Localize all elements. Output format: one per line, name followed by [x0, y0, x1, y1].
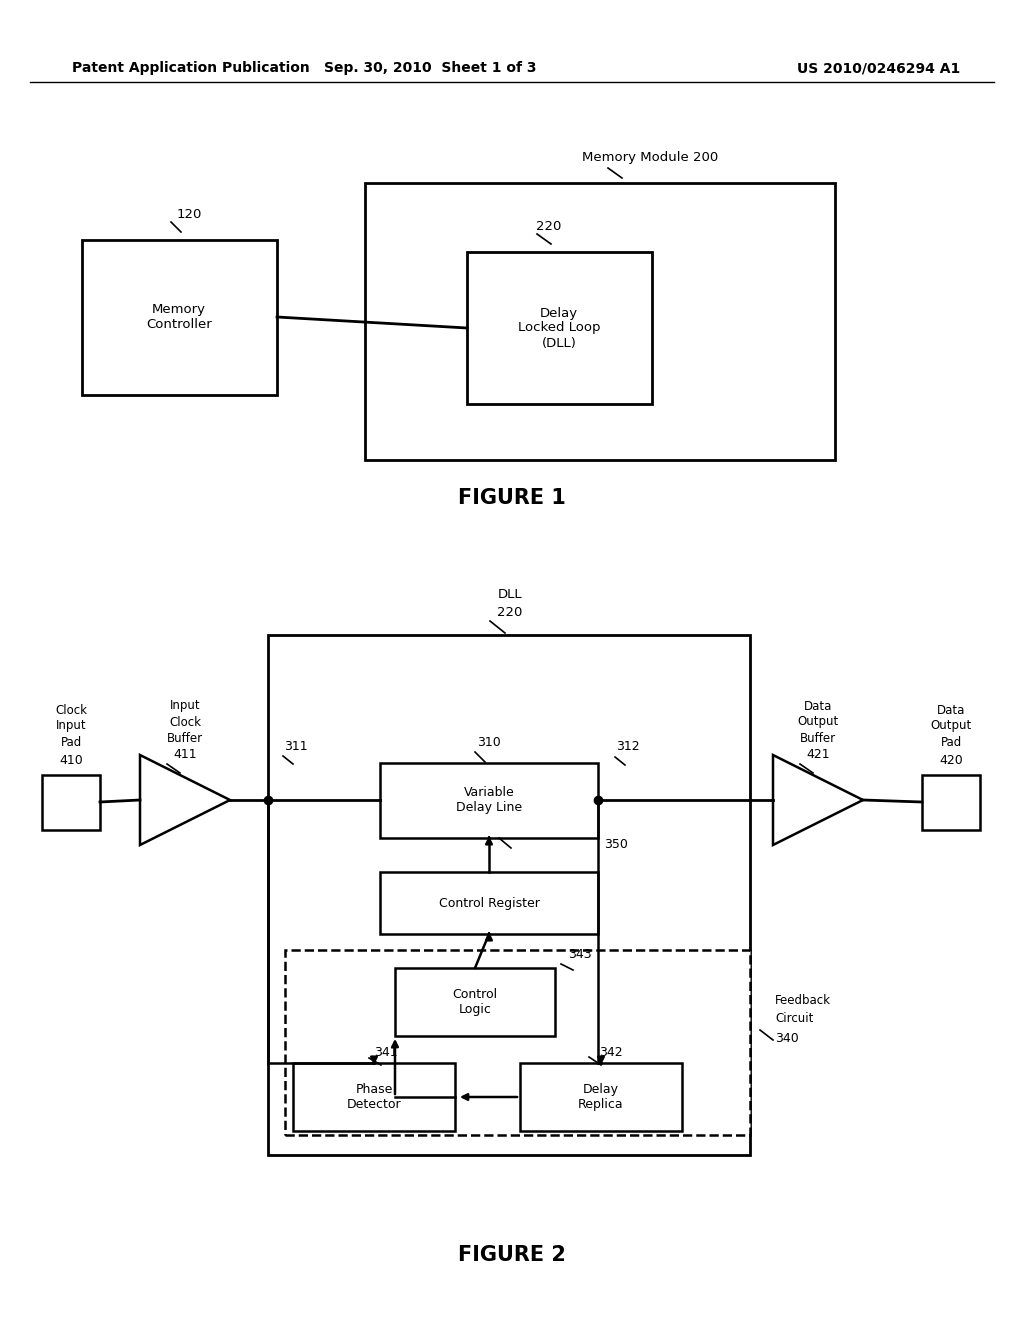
Text: Input: Input	[55, 719, 86, 733]
Bar	[365, 183, 835, 459]
Text: 420: 420	[939, 754, 963, 767]
Bar	[467, 252, 652, 404]
Text: Variable
Delay Line: Variable Delay Line	[456, 785, 522, 814]
Text: US 2010/0246294 A1: US 2010/0246294 A1	[797, 61, 961, 75]
Text: 341: 341	[374, 1045, 397, 1059]
Bar	[268, 635, 750, 1155]
Text: 120: 120	[176, 209, 202, 222]
Text: 343: 343	[568, 949, 592, 961]
Text: Memory Module 200: Memory Module 200	[582, 152, 718, 165]
Text: Clock: Clock	[169, 715, 201, 729]
Text: Control
Logic: Control Logic	[453, 987, 498, 1016]
Text: 340: 340	[775, 1031, 799, 1044]
Text: Buffer: Buffer	[167, 731, 203, 744]
Text: DLL: DLL	[498, 589, 522, 602]
Text: Phase
Detector: Phase Detector	[347, 1082, 401, 1111]
Bar	[395, 968, 555, 1036]
Text: Delay
Replica: Delay Replica	[579, 1082, 624, 1111]
Text: Pad: Pad	[940, 735, 962, 748]
Text: Delay
Locked Loop
(DLL): Delay Locked Loop (DLL)	[518, 306, 600, 350]
Text: Control Register: Control Register	[438, 896, 540, 909]
Text: Sep. 30, 2010  Sheet 1 of 3: Sep. 30, 2010 Sheet 1 of 3	[324, 61, 537, 75]
Text: Circuit: Circuit	[775, 1011, 813, 1024]
Text: Patent Application Publication: Patent Application Publication	[72, 61, 309, 75]
Bar	[380, 873, 598, 935]
Text: FIGURE 1: FIGURE 1	[458, 488, 566, 508]
Text: 220: 220	[498, 606, 522, 619]
Text: 312: 312	[616, 741, 640, 754]
Text: 410: 410	[59, 754, 83, 767]
Text: Clock: Clock	[55, 704, 87, 717]
Text: 421: 421	[806, 748, 829, 762]
Text: 342: 342	[599, 1045, 623, 1059]
Text: Data: Data	[937, 704, 966, 717]
Bar	[82, 240, 278, 395]
Text: Memory
Controller: Memory Controller	[146, 304, 212, 331]
Bar	[285, 950, 750, 1135]
Text: 350: 350	[604, 838, 628, 851]
Text: Input: Input	[170, 700, 201, 713]
Text: Pad: Pad	[60, 735, 82, 748]
Text: Buffer: Buffer	[800, 731, 836, 744]
Text: 220: 220	[537, 220, 562, 234]
Bar	[922, 775, 980, 830]
Text: 310: 310	[477, 735, 501, 748]
Text: Data: Data	[804, 700, 833, 713]
Text: Output: Output	[931, 719, 972, 733]
Text: FIGURE 2: FIGURE 2	[458, 1245, 566, 1265]
Bar	[380, 763, 598, 838]
Bar	[42, 775, 100, 830]
Text: 311: 311	[285, 741, 308, 754]
Bar	[293, 1063, 455, 1131]
Bar	[520, 1063, 682, 1131]
Text: Output: Output	[798, 715, 839, 729]
Text: 411: 411	[173, 748, 197, 762]
Text: Feedback: Feedback	[775, 994, 831, 1006]
